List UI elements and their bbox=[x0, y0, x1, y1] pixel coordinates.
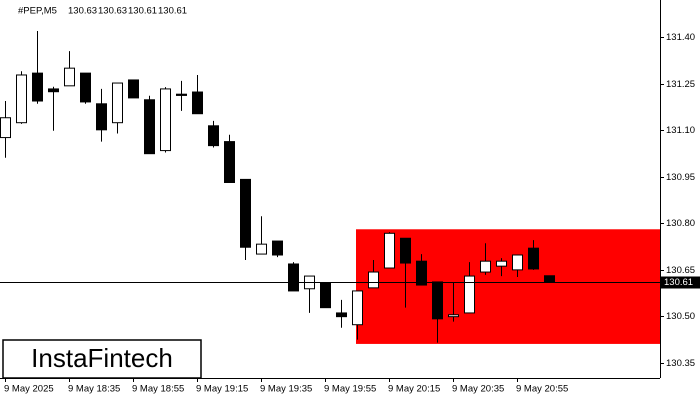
candle-body bbox=[64, 67, 75, 87]
candle-body bbox=[416, 260, 427, 286]
candle-body bbox=[544, 275, 555, 283]
candle-body bbox=[48, 88, 59, 93]
candle-body bbox=[0, 117, 11, 139]
candle-body bbox=[192, 91, 203, 115]
candle-body bbox=[256, 243, 267, 255]
y-tick-label: 131.10 bbox=[666, 125, 695, 136]
price-label-bg bbox=[661, 276, 700, 289]
y-tick-label: 130.80 bbox=[666, 218, 695, 229]
header-low: 130.61 bbox=[128, 6, 157, 17]
candle-body bbox=[528, 247, 539, 270]
candle-body bbox=[496, 260, 507, 267]
candle-body bbox=[144, 99, 155, 155]
candle-body bbox=[464, 275, 475, 314]
price-label: 130.61 bbox=[664, 277, 693, 288]
candle-body bbox=[512, 254, 523, 271]
watermark-box bbox=[2, 339, 202, 379]
x-tick-label: 9 May 18:55 bbox=[132, 384, 184, 395]
x-tick-label: 9 May 19:35 bbox=[260, 384, 312, 395]
candle-body bbox=[400, 237, 411, 264]
candle-body bbox=[240, 178, 251, 248]
candle-body bbox=[32, 72, 43, 102]
x-tick-label: 9 May 20:55 bbox=[516, 384, 568, 395]
candle-body bbox=[320, 282, 331, 309]
candle-body bbox=[16, 74, 27, 124]
candle-body bbox=[384, 232, 395, 269]
y-tick-label: 131.25 bbox=[666, 79, 695, 90]
candle-body bbox=[96, 103, 107, 131]
candle-body bbox=[368, 271, 379, 289]
candle-body bbox=[208, 125, 219, 147]
candle-body bbox=[80, 72, 91, 103]
candle-body bbox=[176, 93, 187, 96]
x-tick-label: 9 May 18:35 bbox=[68, 384, 120, 395]
y-tick-label: 130.95 bbox=[666, 172, 695, 183]
candle-body bbox=[448, 314, 459, 318]
x-tick-label: 9 May 20:15 bbox=[388, 384, 440, 395]
candle-body bbox=[432, 281, 443, 320]
y-tick-label: 130.50 bbox=[666, 311, 695, 322]
candle-body bbox=[224, 141, 235, 183]
y-tick-label: 130.35 bbox=[666, 358, 695, 369]
x-tick-label: 9 May 2025 bbox=[4, 384, 54, 395]
x-tick-label: 9 May 19:15 bbox=[196, 384, 248, 395]
candle-body bbox=[272, 240, 283, 256]
candle-body bbox=[288, 263, 299, 292]
candle-body bbox=[352, 290, 363, 326]
header-close: 130.61 bbox=[158, 6, 187, 17]
watermark: InstaFintech bbox=[31, 343, 173, 373]
candle-body bbox=[160, 88, 171, 152]
x-tick-label: 9 May 19:55 bbox=[324, 384, 376, 395]
y-tick-label: 130.65 bbox=[666, 265, 695, 276]
candle-body bbox=[112, 82, 123, 124]
header-high: 130.63 bbox=[98, 6, 127, 17]
x-tick-label: 9 May 20:35 bbox=[452, 384, 504, 395]
y-tick-label: 131.40 bbox=[666, 32, 695, 43]
candle-body bbox=[480, 260, 491, 273]
plot-area bbox=[0, 30, 660, 344]
candle-body bbox=[128, 79, 139, 99]
candle-body bbox=[336, 312, 347, 318]
header-open: 130.63 bbox=[68, 6, 97, 17]
chart-title: #PEP,M5 bbox=[18, 6, 57, 17]
